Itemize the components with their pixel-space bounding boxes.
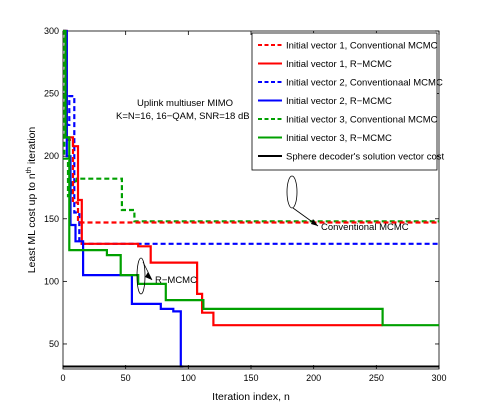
y-axis-label-sup: th xyxy=(24,167,33,173)
legend-label-3: Initial vector 2, Conventionaal MCMC xyxy=(286,78,443,89)
x-tick-label: 150 xyxy=(243,373,258,383)
legend-box xyxy=(251,32,438,171)
series-line-5 xyxy=(63,29,439,223)
y-tick-label: 250 xyxy=(44,89,59,99)
x-axis-label: Iteration index, n xyxy=(212,391,290,403)
annotation-conventional: Conventional MCMC xyxy=(321,222,409,233)
x-tick-label: 300 xyxy=(431,373,446,383)
series-lines xyxy=(63,29,439,368)
x-tick-label: 250 xyxy=(369,373,384,383)
y-axis-label-main: Least ML cost up to n xyxy=(26,173,38,273)
y-tick-label: 300 xyxy=(44,26,59,36)
x-tick-label: 200 xyxy=(306,373,321,383)
rmcmc-ellipse xyxy=(136,257,146,295)
annotation-rmcmc: R−MCMC xyxy=(155,275,197,286)
y-tick-label: 100 xyxy=(44,276,59,286)
legend-label-7: Sphere decoder's solution vector cost xyxy=(286,152,444,163)
y-tick-label: 150 xyxy=(44,214,59,224)
conventional-arrow-head xyxy=(311,219,318,226)
annotation-system-line2: K=N=16, 16−QAM, SNR=18 dB xyxy=(116,111,250,122)
series-line-2 xyxy=(63,29,383,327)
y-axis-label-end: iteration xyxy=(26,127,38,167)
x-tick-label: 0 xyxy=(60,373,65,383)
rmcmc-arrow-head xyxy=(145,272,152,280)
legend-label-5: Initial vector 3, Conventional MCMC xyxy=(286,115,438,126)
legend-label-6: Initial vector 3, R−MCMC xyxy=(286,133,392,144)
y-tick-label: 200 xyxy=(44,151,59,161)
legend: Initial vector 1, Conventional MCMC Initi… xyxy=(251,32,444,171)
conventional-ellipse xyxy=(286,175,298,209)
series-line-6 xyxy=(63,29,439,327)
y-axis-label: Least ML cost up to nth iteration xyxy=(24,127,38,274)
legend-label-1: Initial vector 1, Conventional MCMC xyxy=(286,41,438,52)
y-tick-label: 50 xyxy=(49,339,59,349)
x-tick-label: 100 xyxy=(181,373,196,383)
x-tick-label: 50 xyxy=(121,373,131,383)
legend-label-4: Initial vector 2, R−MCMC xyxy=(286,96,392,107)
legend-label-2: Initial vector 1, R−MCMC xyxy=(286,59,392,70)
annotation-system-line1: Uplink multiuser MIMO xyxy=(137,98,233,109)
